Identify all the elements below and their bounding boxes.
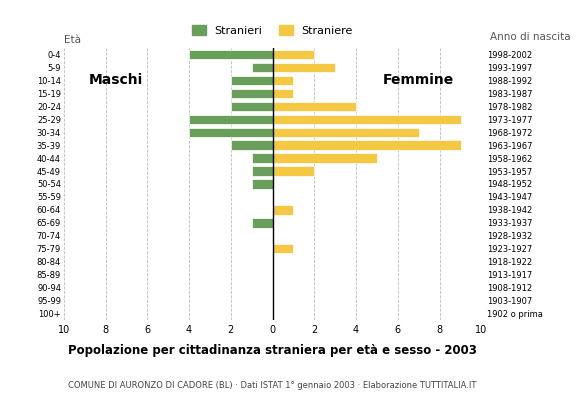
Bar	[189, 114, 273, 124]
Bar	[273, 140, 461, 150]
Bar	[231, 140, 273, 150]
Bar	[273, 128, 419, 137]
Bar	[273, 50, 314, 59]
Text: Maschi: Maschi	[89, 73, 143, 87]
Bar	[189, 50, 273, 59]
Text: Popolazione per cittadinanza straniera per età e sesso - 2003: Popolazione per cittadinanza straniera p…	[68, 344, 477, 357]
Text: Femmine: Femmine	[383, 73, 454, 87]
Bar	[252, 218, 273, 228]
Bar	[273, 76, 293, 85]
Bar	[273, 166, 314, 176]
Bar	[273, 89, 293, 98]
Bar	[273, 154, 377, 163]
Bar	[231, 76, 273, 85]
Bar	[231, 102, 273, 111]
Bar	[273, 63, 335, 72]
Bar	[273, 244, 293, 254]
Text: COMUNE DI AURONZO DI CADORE (BL) · Dati ISTAT 1° gennaio 2003 · Elaborazione TUT: COMUNE DI AURONZO DI CADORE (BL) · Dati …	[68, 381, 477, 390]
Legend: Stranieri, Straniere: Stranieri, Straniere	[188, 21, 357, 40]
Text: Età: Età	[64, 36, 81, 46]
Bar	[252, 166, 273, 176]
Bar	[231, 89, 273, 98]
Bar	[273, 102, 356, 111]
Bar	[273, 205, 293, 214]
Bar	[252, 179, 273, 189]
Bar	[252, 63, 273, 72]
Text: Anno di nascita: Anno di nascita	[490, 32, 571, 42]
Bar	[273, 114, 461, 124]
Bar	[189, 128, 273, 137]
Bar	[252, 154, 273, 163]
